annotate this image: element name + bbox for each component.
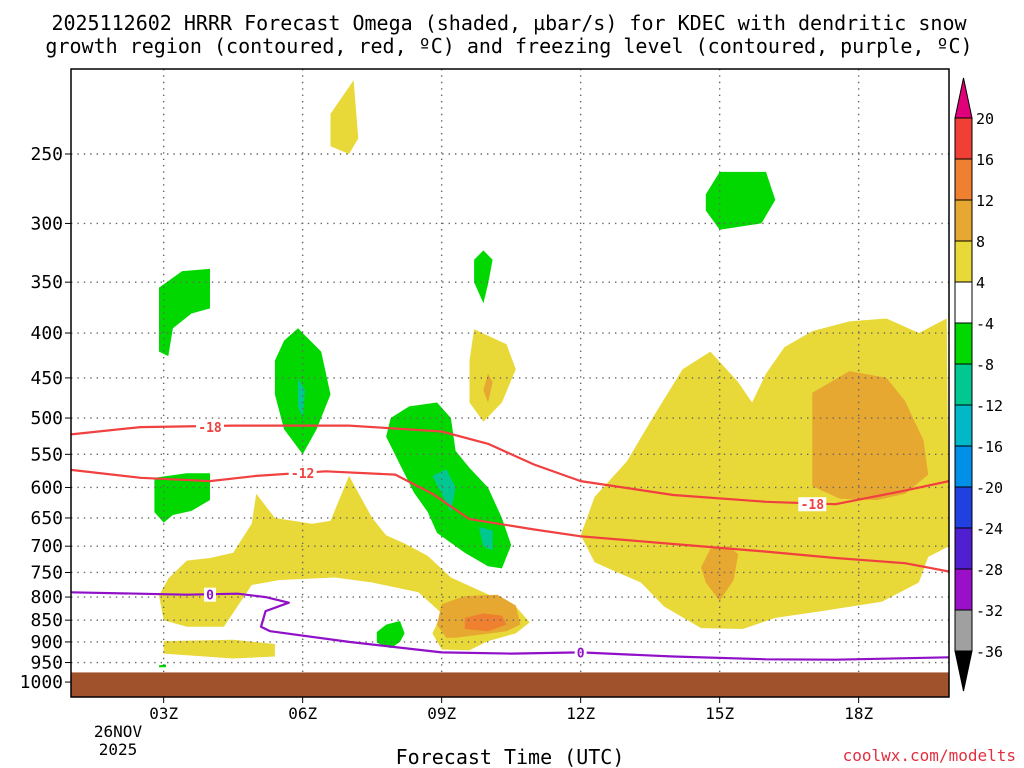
colorbar-bottom-arrow [954,650,973,692]
ytick-label-750: 750 [30,562,63,583]
xtick-label-03Z: 03Z [149,704,178,723]
colorbar-label-4: 4 [976,274,985,292]
x-year-label: 2025 [99,740,138,759]
x-axis: 03Z 06Z 09Z 12Z 15Z 18Z [149,697,873,723]
ytick-label-600: 600 [30,477,63,498]
colorbar-band-4 [954,240,973,283]
colorbar-label-8: -16 [976,438,1003,456]
contour-line-0 [71,424,949,506]
credit-text[interactable]: coolwx.com/modelts [843,746,1016,765]
colorbar-label-5: -4 [976,315,994,333]
contour-label-2-1: 0 [577,646,585,661]
omega-region-0 [330,80,359,154]
y-axis: 2503003504004505005506006507007508008509… [20,144,71,693]
contour-label-1-0: -12 [291,467,314,482]
omega-region-7 [483,373,493,403]
colorbar-band-2 [954,158,973,201]
contour-label-2-0: 0 [206,589,214,604]
contour-label-bg-0-1 [798,497,827,512]
colorbar-band-1 [954,117,973,160]
omega-region-15 [474,250,493,304]
ytick-label-250: 250 [30,144,63,165]
ytick-label-450: 450 [30,368,63,389]
colorbar-label-12: -32 [976,602,1003,620]
chart-title-line-2: growth region (contoured, red, ºC) and f… [45,34,972,58]
colorbar: 20 16 12 8 4 -4 -8 -12 -16 -20 -24 -28 -32 -36 [954,77,1003,692]
omega-region-1 [469,329,516,422]
colorbar-band-7 [954,363,973,406]
contour-label-bg-2-0 [203,587,216,602]
xtick-label-09Z: 09Z [427,704,456,723]
omega-shading [154,80,949,668]
omega-region-18 [298,377,305,418]
ytick-label-650: 650 [30,508,63,529]
colorbar-label-6: -8 [976,356,994,374]
colorbar-band-5 [954,281,973,324]
xtick-label-12Z: 12Z [566,704,595,723]
ytick-label-850: 850 [30,610,63,631]
ytick-label-700: 700 [30,536,63,557]
ytick-label-300: 300 [30,213,63,234]
colorbar-label-10: -24 [976,520,1003,538]
contour-label-0-0: -18 [198,421,222,436]
colorbar-band-3 [954,199,973,242]
omega-region-16 [705,171,776,230]
chart-title-line-1: 2025112602 HRRR Forecast Omega (shaded, … [51,11,967,35]
ytick-label-900: 900 [30,632,63,653]
omega-region-2 [159,475,530,651]
colorbar-label-1: 16 [976,151,994,169]
ytick-label-1000: 1000 [20,672,63,693]
plot-frame [70,68,950,698]
colorbar-top-arrow [954,77,973,119]
contour-line-1 [71,468,949,573]
colorbar-band-9 [954,445,973,488]
ytick-label-500: 500 [30,408,63,429]
omega-region-3 [163,639,275,659]
omega-region-19 [432,469,456,513]
ytick-label-550: 550 [30,444,63,465]
omega-region-13 [154,473,210,523]
colorbar-band-6 [954,322,973,365]
colorbar-band-11 [954,527,973,570]
colorbar-band-8 [954,404,973,447]
colorbar-label-0: 20 [976,110,994,128]
plot-area: -18 -18 -12 0 0 [71,69,949,697]
x-axis-title: Forecast Time (UTC) [396,745,625,768]
omega-region-6 [701,546,739,601]
ytick-label-400: 400 [30,323,63,344]
colorbar-band-10 [954,486,973,529]
colorbar-label-2: 12 [976,192,994,210]
ground-layer [71,672,949,697]
colorbar-band-12 [954,568,973,611]
xtick-label-06Z: 06Z [288,704,317,723]
ground-surface [71,672,949,697]
colorbar-band-13 [954,609,973,652]
ytick-label-800: 800 [30,587,63,608]
contour-label-bg-2-1 [574,645,587,660]
contour-label-bg-0-0 [195,420,224,435]
x-date-label: 26NOV [94,722,143,741]
gridlines [71,69,949,697]
contour-label-0-1: -18 [801,498,825,513]
xtick-label-15Z: 15Z [705,704,734,723]
contour-label-bg-1-0 [288,466,317,481]
colorbar-label-11: -28 [976,561,1003,579]
colorbar-label-9: -20 [976,479,1003,497]
ytick-label-350: 350 [30,272,63,293]
ytick-label-950: 950 [30,653,63,674]
colorbar-label-3: 8 [976,233,985,251]
omega-region-5 [812,371,929,500]
omega-region-9 [464,613,507,632]
colorbar-label-7: -12 [976,397,1003,415]
contour-lines: -18 -18 -12 0 0 [71,420,949,661]
contour-line-2 [71,591,949,661]
omega-region-20 [478,526,493,551]
omega-region-10 [159,268,210,357]
colorbar-label-13: -36 [976,643,1003,661]
xtick-label-18Z: 18Z [844,704,873,723]
